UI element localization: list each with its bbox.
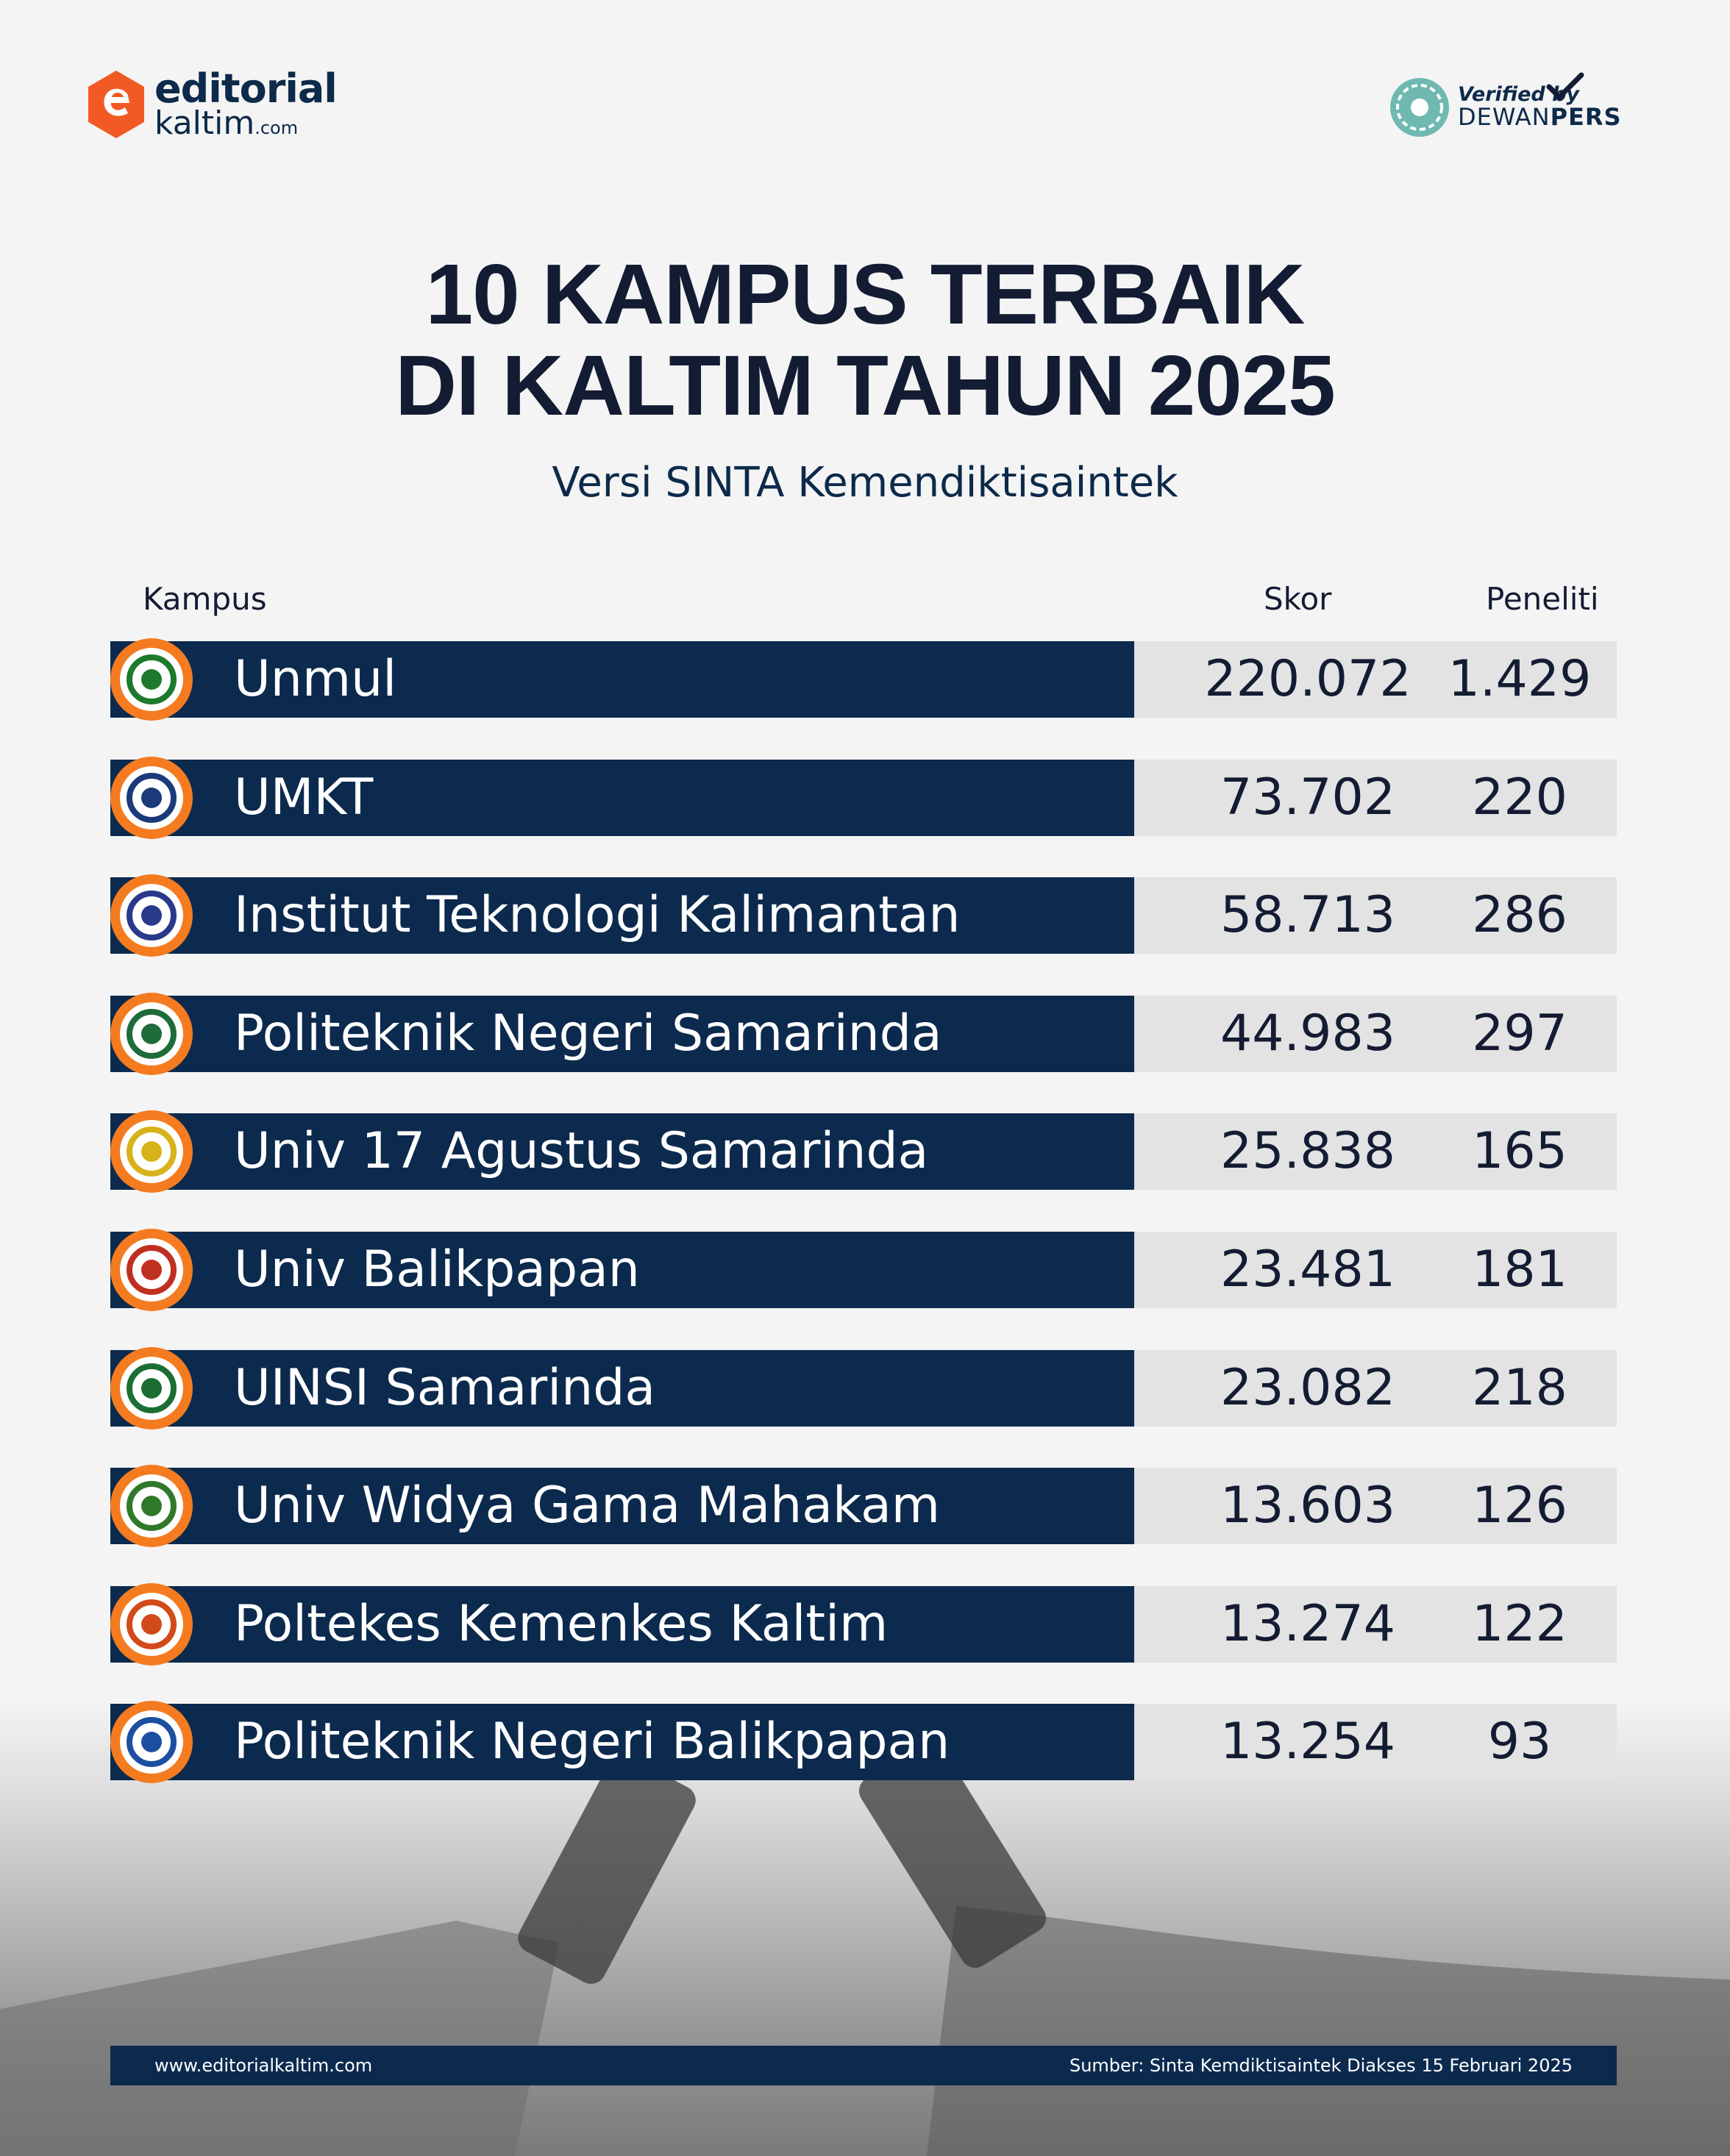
stats-bar (1134, 1704, 1617, 1780)
column-header-campus: Kampus (143, 581, 267, 617)
campus-name-bar (110, 1232, 1134, 1308)
table-row: UINSI Samarinda 23.082 218 (110, 1347, 1617, 1429)
campus-logo-badge (110, 1110, 193, 1193)
stats-bar (1134, 760, 1617, 836)
editorial-logo-icon (88, 71, 144, 138)
table-row: Univ 17 Agustus Samarinda 25.838 165 (110, 1110, 1617, 1193)
campus-researchers: 126 (1472, 1477, 1567, 1535)
campus-score: 13.274 (1220, 1595, 1395, 1653)
campus-name: Univ 17 Agustus Samarinda (234, 1122, 929, 1180)
campus-logo-badge (110, 757, 193, 839)
table-row: Politeknik Negeri Balikpapan 13.254 93 (110, 1701, 1617, 1783)
campus-name-bar (110, 1704, 1134, 1780)
campus-researchers: 297 (1472, 1004, 1567, 1063)
campus-name: Institut Teknologi Kalimantan (234, 886, 961, 944)
footer-url[interactable]: www.editorialkaltim.com (154, 2055, 373, 2076)
uwgm-logo-icon (127, 1481, 177, 1531)
stats-bar (1134, 1232, 1617, 1308)
campus-logo-badge (110, 874, 193, 957)
campus-researchers: 218 (1472, 1359, 1567, 1417)
stats-bar (1134, 1586, 1617, 1663)
campus-score: 13.254 (1220, 1713, 1395, 1771)
umkt-logo-icon (127, 773, 177, 823)
campus-researchers: 181 (1472, 1241, 1567, 1299)
page-title: 10 KAMPUS TERBAIK DI KALTIM TAHUN 2025 (0, 249, 1730, 431)
campus-name: Politeknik Negeri Samarinda (234, 1004, 942, 1063)
column-header-score: Skor (1264, 581, 1332, 617)
campus-logo-badge (110, 1583, 193, 1666)
campus-logo-badge (110, 993, 193, 1075)
untag-logo-icon (127, 1127, 177, 1177)
poltekba-logo-icon (127, 1717, 177, 1767)
campus-score: 23.082 (1220, 1359, 1395, 1417)
table-row: Univ Widya Gama Mahakam 13.603 126 (110, 1465, 1617, 1547)
campus-name: UINSI Samarinda (234, 1359, 656, 1417)
brand-logo[interactable]: editorial kaltim.com (85, 65, 338, 142)
campus-researchers: 93 (1487, 1713, 1552, 1771)
campus-logo-badge (110, 1465, 193, 1547)
campus-researchers: 220 (1472, 768, 1567, 827)
campus-logo-badge (110, 1229, 193, 1311)
checkmark-icon (1546, 72, 1584, 100)
campus-score: 23.481 (1220, 1241, 1395, 1299)
stats-bar (1134, 1113, 1617, 1190)
dewan-pers-seal-icon (1390, 78, 1449, 137)
campus-name-bar (110, 877, 1134, 954)
campus-logo-badge (110, 1347, 193, 1429)
campus-name-bar (110, 996, 1134, 1072)
title-line2: DI KALTIM TAHUN 2025 (395, 338, 1336, 433)
stats-bar (1134, 641, 1617, 718)
campus-logo-badge (110, 1701, 193, 1783)
polnes-logo-icon (127, 1009, 177, 1059)
table-row: UMKT 73.702 220 (110, 757, 1617, 839)
campus-name: Univ Balikpapan (234, 1241, 640, 1299)
unmul-logo-icon (127, 654, 177, 704)
campus-name: Univ Widya Gama Mahakam (234, 1477, 941, 1535)
column-header-researchers: Peneliti (1486, 581, 1599, 617)
stats-bar (1134, 1350, 1617, 1427)
campus-researchers: 165 (1472, 1122, 1567, 1180)
stats-bar (1134, 877, 1617, 954)
campus-score: 25.838 (1220, 1122, 1395, 1180)
uinsi-logo-icon (127, 1363, 177, 1413)
campus-logo-badge (110, 638, 193, 721)
campus-researchers: 122 (1472, 1595, 1567, 1653)
campus-name: Politeknik Negeri Balikpapan (234, 1713, 950, 1771)
verified-by-label: Verified by (1458, 83, 1580, 107)
campus-researchers: 286 (1472, 886, 1567, 944)
campus-name: UMKT (234, 768, 374, 827)
campus-name-bar (110, 760, 1134, 836)
campus-name-bar (110, 1113, 1134, 1190)
table-row: Poltekes Kemenkes Kaltim 13.274 122 (110, 1583, 1617, 1666)
table-row: Univ Balikpapan 23.481 181 (110, 1229, 1617, 1311)
campus-score: 73.702 (1220, 768, 1395, 827)
campus-researchers: 1.429 (1448, 650, 1592, 708)
footer-bar: www.editorialkaltim.com Sumber: Sinta Ke… (110, 2046, 1617, 2085)
table-row: Politeknik Negeri Samarinda 44.983 297 (110, 993, 1617, 1075)
campus-name: Poltekes Kemenkes Kaltim (234, 1595, 889, 1653)
campus-name-bar (110, 1586, 1134, 1663)
table-row: Institut Teknologi Kalimantan 58.713 286 (110, 874, 1617, 957)
campus-name-bar (110, 1468, 1134, 1544)
stats-bar (1134, 996, 1617, 1072)
campus-score: 220.072 (1204, 650, 1412, 708)
campus-name-bar (110, 641, 1134, 718)
itk-logo-icon (127, 890, 177, 940)
stats-bar (1134, 1468, 1617, 1544)
campus-score: 58.713 (1220, 886, 1395, 944)
campus-score: 44.983 (1220, 1004, 1395, 1063)
brand-name-line2: kaltim.com (154, 104, 299, 142)
table-row: Unmul 220.072 1.429 (110, 638, 1617, 721)
campus-name-bar (110, 1350, 1134, 1427)
uniba-logo-icon (127, 1245, 177, 1295)
title-line1: 10 KAMPUS TERBAIK (425, 246, 1306, 342)
poltekkes-logo-icon (127, 1599, 177, 1649)
brand-name-line1: editorial (154, 65, 338, 112)
footer-source: Sumber: Sinta Kemdiktisaintek Diakses 15… (1069, 2055, 1573, 2076)
dewan-pers-label: DEWANPERS (1458, 103, 1622, 132)
campus-score: 13.603 (1220, 1477, 1395, 1535)
verified-badge: Verified by DEWANPERS (1389, 72, 1622, 138)
campus-name: Unmul (234, 650, 397, 708)
page-subtitle: Versi SINTA Kemendiktisaintek (552, 459, 1178, 507)
